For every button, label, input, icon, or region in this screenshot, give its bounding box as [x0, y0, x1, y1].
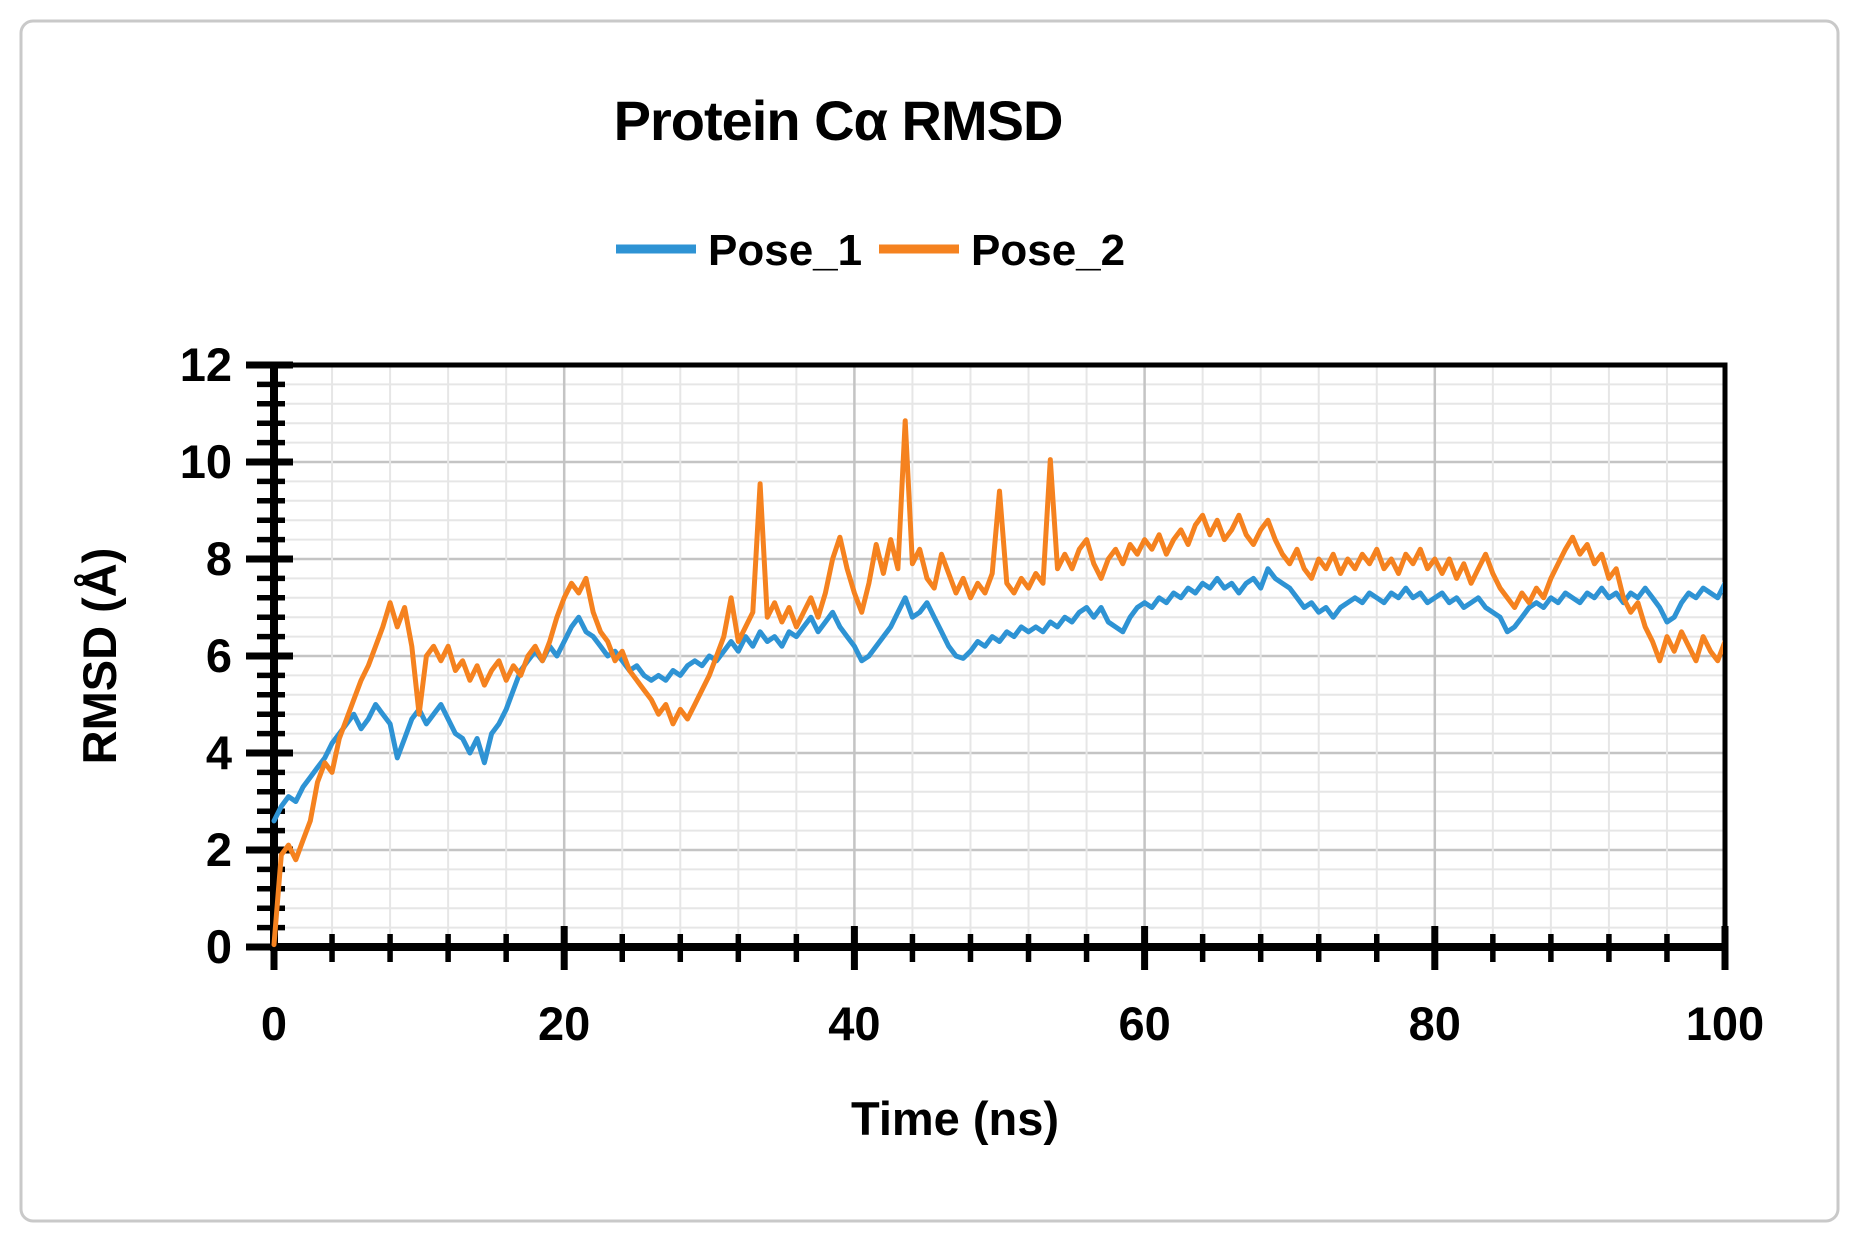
x-tick-label: 80	[1409, 997, 1461, 1050]
axis-ticks	[246, 361, 1729, 970]
pose-2-line	[271, 418, 1723, 948]
y-tick-label: 4	[206, 726, 232, 779]
y-tick-label: 6	[206, 629, 232, 682]
pose-1-legend-label: Pose_1	[708, 226, 862, 275]
y-axis-title: RMSD (Å)	[73, 548, 126, 765]
figure-border	[19, 19, 1840, 1223]
y-tick-label: 2	[206, 823, 232, 876]
x-tick-label: 100	[1686, 997, 1764, 1050]
pose-1-line	[271, 566, 1723, 824]
x-axis-title: Time (ns)	[851, 1092, 1059, 1145]
x-tick-label: 40	[828, 997, 880, 1050]
gridlines	[274, 365, 1725, 947]
legend: Pose_1 Pose_2	[616, 226, 1125, 275]
y-tick-label: 0	[206, 920, 232, 973]
y-tick-label: 8	[206, 532, 232, 585]
y-tick-label: 12	[180, 338, 232, 391]
pose-2-legend-label: Pose_2	[971, 226, 1125, 275]
y-tick-label: 10	[180, 435, 232, 488]
data-series	[271, 418, 1723, 948]
tick-labels: 0 2 4 6 8 10 12 0 20 40 60 80 100	[180, 338, 1764, 1050]
x-tick-label: 20	[538, 997, 590, 1050]
chart-title: Protein Cα RMSD	[614, 89, 1063, 152]
x-tick-label: 0	[261, 997, 287, 1050]
x-tick-label: 60	[1118, 997, 1170, 1050]
